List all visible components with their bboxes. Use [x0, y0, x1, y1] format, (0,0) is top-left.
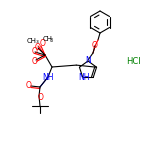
Text: 3: 3 [50, 38, 53, 43]
Text: CH₃: CH₃ [27, 38, 39, 44]
Text: O: O [40, 39, 46, 48]
Text: O: O [32, 57, 38, 66]
Text: O: O [38, 93, 44, 102]
Text: O: O [32, 48, 38, 57]
Text: CH: CH [43, 36, 53, 42]
Text: O: O [26, 81, 32, 90]
Text: NH: NH [78, 73, 90, 82]
Text: O: O [35, 42, 41, 51]
Text: NH: NH [42, 74, 54, 82]
Text: O: O [92, 42, 98, 51]
Text: HCl: HCl [126, 57, 140, 66]
Text: N: N [85, 56, 91, 65]
